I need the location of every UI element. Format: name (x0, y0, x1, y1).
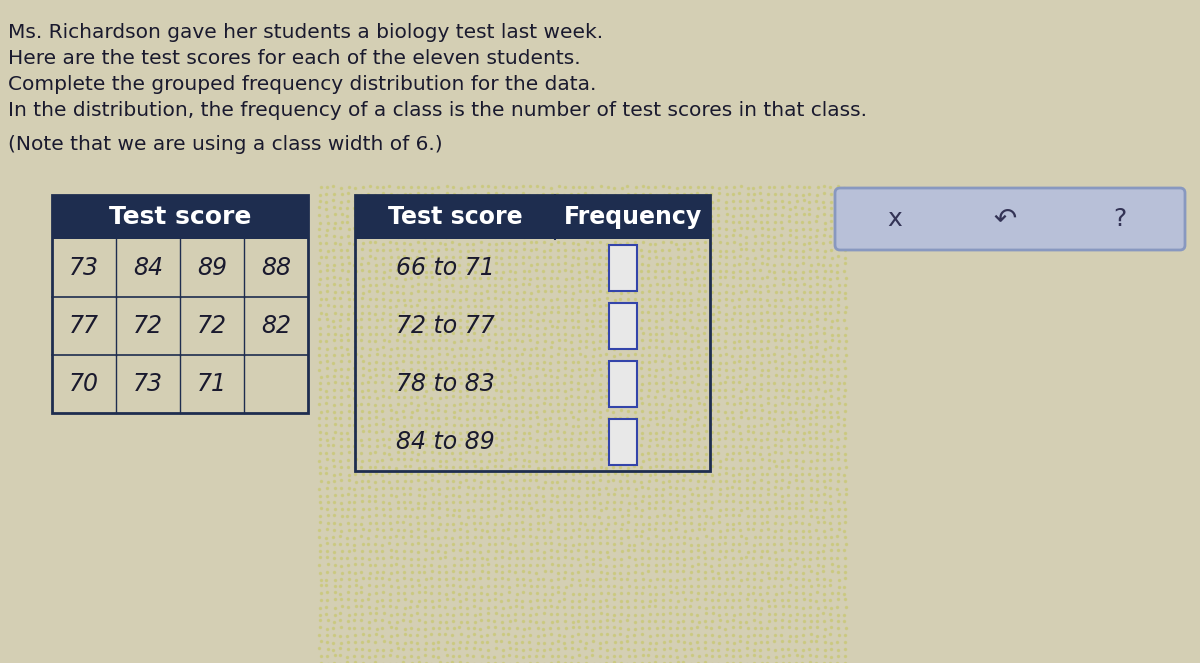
Text: ?: ? (1114, 207, 1127, 231)
Text: 77: 77 (70, 314, 98, 338)
Text: 71: 71 (197, 372, 227, 396)
FancyBboxPatch shape (835, 188, 1186, 250)
Text: Here are the test scores for each of the eleven students.: Here are the test scores for each of the… (8, 49, 581, 68)
Text: Frequency: Frequency (563, 205, 702, 229)
Text: 89: 89 (197, 256, 227, 280)
Text: ↶: ↶ (994, 205, 1016, 233)
Text: (Note that we are using a class width of 6.): (Note that we are using a class width of… (8, 135, 443, 154)
Bar (52, 195, 308, 413)
Bar (52, 195, 308, 239)
Text: 84: 84 (133, 256, 163, 280)
Bar (52, 355, 308, 413)
Text: 72: 72 (197, 314, 227, 338)
Text: In the distribution, the frequency of a class is the number of test scores in th: In the distribution, the frequency of a … (8, 101, 866, 120)
Text: 73: 73 (70, 256, 98, 280)
Bar (52, 239, 308, 297)
Text: 70: 70 (70, 372, 98, 396)
Bar (355, 195, 710, 239)
Text: 73: 73 (133, 372, 163, 396)
Bar (355, 195, 710, 471)
Bar (608, 419, 636, 465)
Text: x: x (888, 207, 902, 231)
Text: Ms. Richardson gave her students a biology test last week.: Ms. Richardson gave her students a biolo… (8, 23, 604, 42)
Text: 72 to 77: 72 to 77 (396, 314, 494, 338)
Text: 88: 88 (262, 256, 292, 280)
Text: 78 to 83: 78 to 83 (396, 372, 494, 396)
Text: Test score: Test score (109, 205, 251, 229)
Text: Test score: Test score (388, 205, 522, 229)
Text: 66 to 71: 66 to 71 (396, 256, 494, 280)
Bar (608, 303, 636, 349)
Bar (608, 361, 636, 407)
Bar (52, 297, 308, 355)
Text: 72: 72 (133, 314, 163, 338)
Text: 84 to 89: 84 to 89 (396, 430, 494, 454)
Text: Complete the grouped frequency distribution for the data.: Complete the grouped frequency distribut… (8, 75, 596, 94)
Bar (608, 245, 636, 291)
Text: 82: 82 (262, 314, 292, 338)
